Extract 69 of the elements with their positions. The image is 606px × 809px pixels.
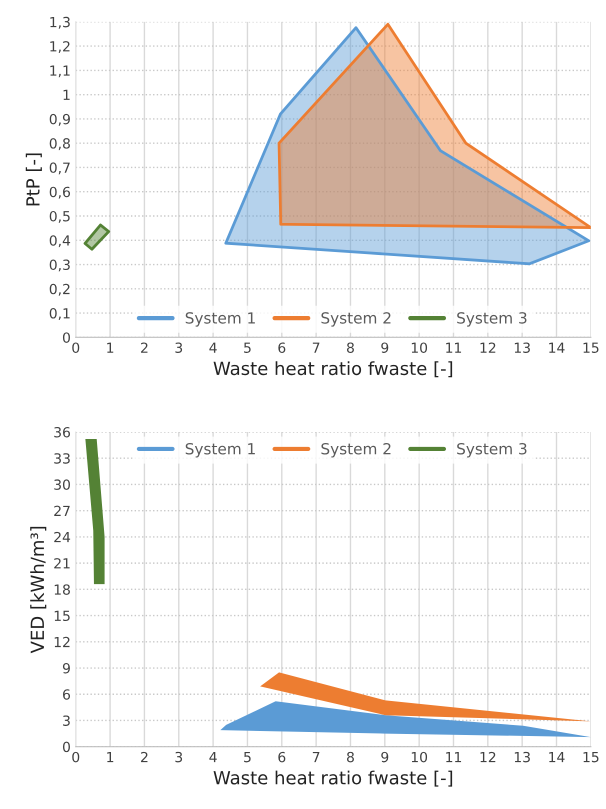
- x-tick-label: 3: [175, 342, 182, 353]
- x-tick-label: 3: [175, 752, 182, 762]
- y-tick-label: 0,7: [50, 162, 70, 174]
- y-tick-label: 9: [62, 663, 70, 674]
- y-tick-label: 12: [54, 636, 70, 648]
- x-tick-label: 12: [480, 752, 496, 762]
- legend-label: System 1: [186, 312, 255, 327]
- y-tick-label: 0,8: [50, 138, 70, 150]
- y-tick-label: 0,2: [50, 284, 70, 296]
- x-tick-label: 0: [72, 752, 80, 762]
- x-tick-label: 15: [584, 342, 598, 353]
- x-tick-label: 15: [584, 752, 598, 762]
- y-tick-label: 18: [54, 584, 70, 595]
- y-tick-label: 24: [54, 532, 70, 542]
- y-tick-label: 21: [54, 558, 70, 568]
- x-tick-label: 8: [346, 752, 354, 762]
- y-tick-label: 15: [54, 610, 70, 622]
- x-tick-label: 1: [107, 752, 114, 762]
- x-tick-label: 4: [209, 342, 217, 353]
- x-tick-label: 7: [312, 342, 320, 353]
- y-tick-label: 1,2: [50, 41, 70, 54]
- x-tick-label: 1: [107, 342, 114, 353]
- y-tick-label: 33: [54, 453, 70, 464]
- y-tick-label: 0: [62, 332, 70, 343]
- y-tick-label: 1,3: [50, 16, 70, 29]
- y-tick-label: 3: [63, 715, 70, 726]
- x-tick-label: 11: [446, 342, 462, 353]
- y-tick-label: 0,9: [50, 114, 70, 126]
- y-axis-title: VED [kWh/m³]: [30, 526, 46, 654]
- y-tick-label: 6: [63, 689, 70, 700]
- x-tick-label: 13: [514, 342, 530, 353]
- x-tick-label: 6: [278, 752, 286, 762]
- x-tick-label: 13: [514, 752, 530, 762]
- legend-label: System 3: [457, 312, 526, 327]
- y-tick-label: 27: [54, 506, 70, 516]
- x-tick-label: 6: [278, 342, 286, 353]
- x-tick-label: 2: [141, 342, 148, 353]
- legend-label: System 2: [321, 442, 390, 458]
- y-tick-label: 36: [54, 426, 70, 438]
- x-tick-label: 2: [141, 752, 148, 762]
- x-tick-label: 9: [381, 342, 388, 353]
- x-tick-label: 4: [209, 752, 217, 762]
- x-tick-label: 12: [480, 342, 496, 353]
- y-tick-label: 0,6: [50, 186, 70, 199]
- y-axis-title: PtP [-]: [26, 154, 42, 206]
- legend-label: System 1: [186, 442, 255, 458]
- legend-label: System 2: [321, 312, 390, 327]
- y-tick-label: 0: [62, 742, 70, 752]
- legend-label: System 3: [457, 442, 526, 458]
- x-axis-title: Waste heat ratio fwaste [-]: [214, 770, 452, 787]
- y-tick-label: 0,4: [50, 235, 70, 248]
- y-tick-label: 0,1: [50, 308, 70, 320]
- x-tick-label: 14: [549, 752, 565, 762]
- y-tick-label: 30: [54, 479, 70, 490]
- y-tick-label: 1: [64, 90, 70, 100]
- x-tick-label: 5: [244, 342, 251, 353]
- y-tick-label: 1,1: [50, 66, 70, 78]
- x-tick-label: 7: [312, 752, 320, 762]
- x-tick-label: 9: [381, 752, 388, 762]
- x-axis-title: Waste heat ratio fwaste [-]: [214, 361, 452, 378]
- x-tick-label: 11: [446, 752, 462, 762]
- x-tick-label: 14: [549, 342, 565, 353]
- x-tick-label: 8: [346, 342, 354, 353]
- y-tick-label: 0,3: [50, 260, 70, 272]
- x-tick-label: 0: [72, 342, 80, 353]
- x-tick-label: 10: [412, 752, 428, 762]
- x-tick-label: 5: [244, 752, 251, 762]
- x-tick-label: 10: [412, 342, 428, 353]
- y-tick-label: 0,5: [50, 210, 70, 223]
